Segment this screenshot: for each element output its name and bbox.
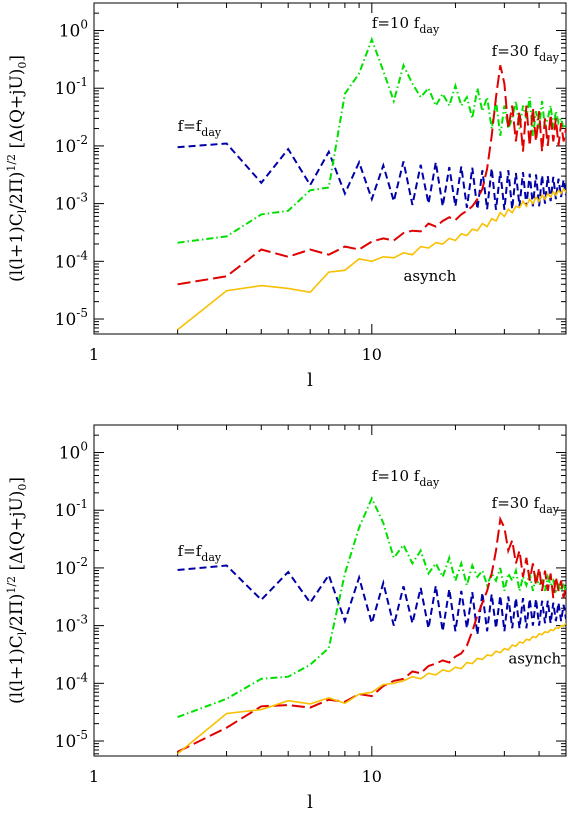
y-tick-label: 100 (59, 18, 88, 42)
x-tick-label: 10 (362, 767, 382, 786)
y-tick-label: 10-3 (55, 613, 88, 637)
x-tick-label: 10 (362, 345, 382, 364)
y-tick-label: 100 (59, 440, 88, 464)
series-line-dashed (177, 564, 566, 635)
y-tick-label: 10-1 (55, 75, 88, 99)
x-axis-label: l (307, 792, 313, 813)
x-tick-label: 1 (89, 767, 99, 786)
series-line-solid (177, 187, 566, 331)
y-tick-label: 10-4 (55, 670, 89, 694)
series-line-dashdot (177, 36, 566, 244)
y-tick-label: 10-5 (55, 306, 88, 330)
chart-annotation: f=10 fday (372, 467, 440, 489)
chart-annotation: f=10 fday (372, 14, 440, 36)
chart-panel-top: 1 10 10-5 10-4 10-3 10-2 10-1 100 l (l(l+1)Cl/2Π)… (5, 2, 567, 391)
plot-frame (93, 424, 567, 757)
x-tick-label: 1 (89, 345, 99, 364)
x-axis-label: l (307, 370, 313, 391)
y-tick-label: 10-2 (55, 555, 88, 579)
series-line-longdash (177, 515, 566, 753)
y-tick-label: 10-3 (55, 191, 88, 215)
chart-annotation: f=30 fday (492, 42, 560, 64)
y-tick-label: 10-5 (55, 728, 88, 752)
chart-panel-bottom: 1 10 10-5 10-4 10-3 10-2 10-1 100 l (l(l+1)Cl/2Π)… (5, 424, 567, 813)
chart-annotation: asynch (403, 267, 456, 285)
chart-annotation: f=fday (178, 542, 222, 564)
series-line-dashdot (177, 495, 566, 719)
y-axis-label: (l(l+1)Cl/2Π)1/2 [Δ(Q+jU)0] (5, 55, 29, 282)
y-tick-label: 10-2 (55, 133, 88, 157)
chart-annotation: f=fday (178, 117, 222, 139)
chart-annotation: asynch (508, 650, 561, 668)
y-tick-label: 10-1 (55, 497, 88, 521)
y-tick-label: 10-4 (55, 248, 89, 272)
series-line-longdash (177, 65, 566, 286)
y-axis-label: (l(l+1)Cl/2Π)1/2 [Δ(Q+jU)0] (5, 477, 29, 704)
series-line-solid (177, 622, 566, 755)
chart-annotation: f=30 fday (492, 494, 560, 516)
series-line-dashed (177, 142, 566, 210)
